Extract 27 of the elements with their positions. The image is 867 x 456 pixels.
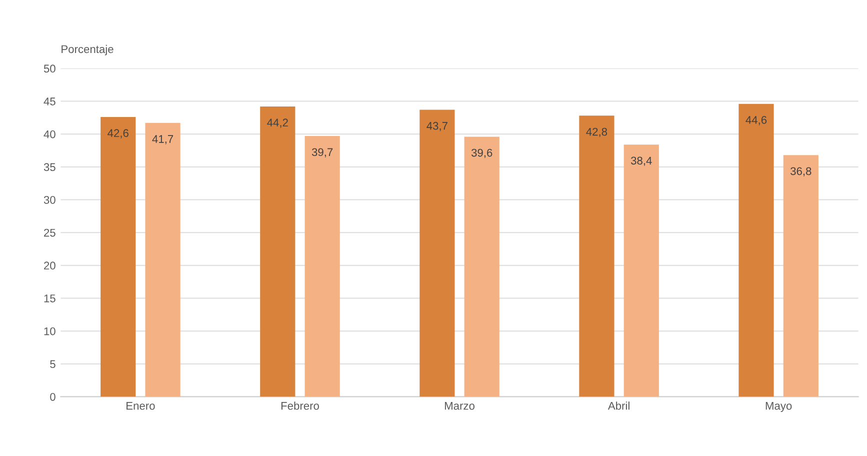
data-label: 39,6 xyxy=(471,148,492,158)
data-label: 44,2 xyxy=(267,118,288,128)
y-tick-label: 35 xyxy=(44,163,56,172)
y-tick-label: 45 xyxy=(44,98,56,106)
x-tick-label: Mayo xyxy=(766,402,792,412)
y-tick-label: 50 xyxy=(44,64,56,73)
y-tick-label: 10 xyxy=(44,327,56,336)
data-label: 36,8 xyxy=(790,167,812,176)
y-tick-label: 25 xyxy=(44,228,56,237)
x-tick-label: Enero xyxy=(126,402,155,410)
data-label: 41,7 xyxy=(152,135,174,144)
data-label: 44,6 xyxy=(746,116,767,126)
y-tick-label: 30 xyxy=(44,196,56,204)
y-tick-label: 5 xyxy=(50,360,56,368)
data-label: 42,6 xyxy=(108,129,128,138)
x-tick-label: Febrero xyxy=(281,402,319,410)
x-tick-label: Marzo xyxy=(444,402,474,410)
y-tick-label: 20 xyxy=(44,262,56,270)
data-label: 42,8 xyxy=(586,128,608,138)
x-tick-label: Abril xyxy=(608,402,630,410)
data-label: 38,4 xyxy=(630,156,652,166)
data-label: 43,7 xyxy=(426,122,448,132)
y-tick-label: 0 xyxy=(50,392,56,401)
y-tick-label: 40 xyxy=(44,130,56,138)
data-label: 39,7 xyxy=(312,148,333,158)
y-axis-title: Porcentaje xyxy=(62,44,114,56)
y-tick-label: 15 xyxy=(44,294,56,302)
